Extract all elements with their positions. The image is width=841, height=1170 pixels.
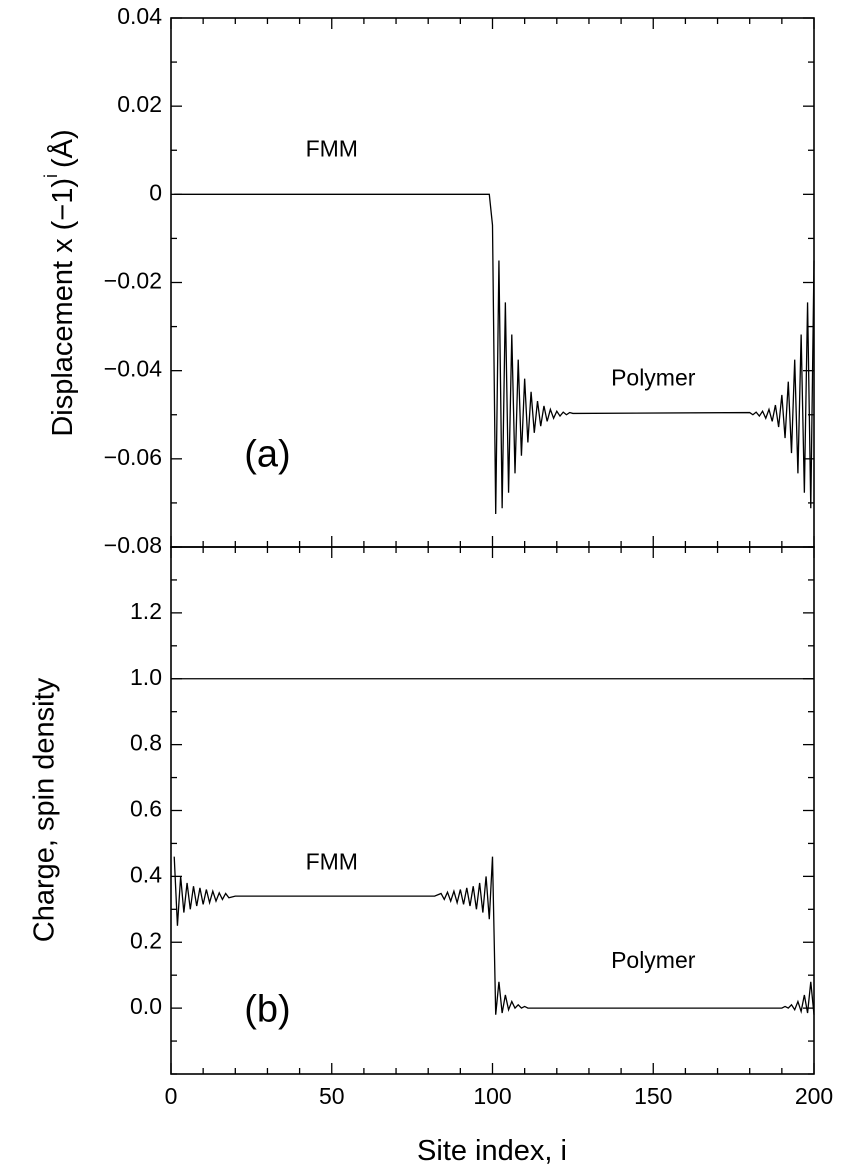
panel-a-tick-labels: 0.04 0.02 0 −0.02 −0.04 −0.06 −0.08 [104, 3, 162, 558]
y-tick-label: 0.0 [130, 993, 162, 1019]
y-tick-label: 1.0 [130, 664, 162, 690]
x-tick-label: 150 [634, 1083, 672, 1109]
panel-tag-label: (b) [244, 988, 290, 1030]
y-tick-label: 0.8 [130, 730, 162, 756]
panel-b-frame [170, 546, 815, 1075]
x-tick-label: 0 [165, 1083, 178, 1109]
y-tick-label: 0.02 [117, 91, 162, 117]
panel-a-ylabel: Displacement x (−1) [47, 178, 79, 437]
panel-a-series [174, 193, 815, 514]
panel-b-tick-labels: 1.2 1.0 0.8 0.6 0.4 0.2 0.0 0 50 100 150 200 [130, 598, 833, 1109]
annotation-label: Polymer [611, 365, 696, 391]
y-tick-label: −0.02 [104, 268, 162, 294]
y-tick-label: −0.06 [104, 444, 162, 470]
panel-a-ylabel-superscript: i [41, 174, 61, 178]
panel-a: 0.04 0.02 0 −0.02 −0.04 −0.06 −0.08 FMM Polymer… [41, 3, 815, 558]
y-tick-label: 0.4 [130, 861, 162, 887]
panel-b-y-axis-title: Charge, spin density [29, 677, 61, 942]
y-tick-label: 0.6 [130, 796, 162, 822]
svg-text:Displacement x (−1)i(Å): Displacement x (−1)i (Å) [41, 129, 79, 436]
x-tick-label: 200 [795, 1083, 833, 1109]
y-tick-label: 1.2 [130, 598, 162, 624]
panel-b-x-axis-title: Site index, i [417, 1135, 567, 1167]
y-tick-label: −0.08 [104, 532, 162, 558]
annotation-label: FMM [306, 848, 358, 874]
y-tick-label: 0.04 [117, 3, 162, 29]
panel-a-annotations: FMM Polymer (a) [244, 135, 696, 475]
panel-tag-label: (a) [244, 434, 290, 476]
x-tick-label: 50 [319, 1083, 345, 1109]
y-tick-label: −0.04 [104, 356, 162, 382]
y-tick-label: 0.2 [130, 927, 162, 953]
panel-a-ylabel-unit: (Å) [46, 129, 79, 168]
panel-a-y-axis-title: Displacement x (−1)i (Å) [41, 129, 79, 436]
y-tick-label: 0 [149, 179, 162, 205]
annotation-label: FMM [306, 135, 358, 161]
series-line-1 [174, 193, 815, 514]
panel-b-annotations: FMM Polymer (b) [244, 848, 696, 1030]
x-tick-label: 100 [473, 1083, 511, 1109]
series-line-2 [173, 856, 815, 1015]
annotation-label: Polymer [611, 947, 696, 973]
panel-b-series [171, 678, 815, 1015]
panel-b: 1.2 1.0 0.8 0.6 0.4 0.2 0.0 0 50 100 150 200 FMM Pol… [29, 546, 833, 1167]
